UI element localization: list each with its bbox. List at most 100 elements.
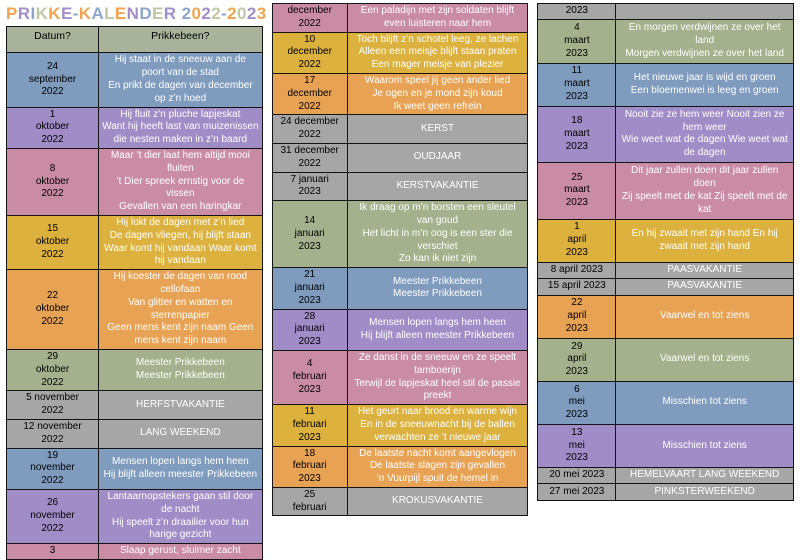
date-cell: 10 december 2022 [271, 31, 348, 74]
calendar-row: 8 april 2023 PAASVAKANTIE [537, 261, 795, 280]
date-cell: 3 [6, 543, 99, 560]
date-cell: 24 december 2022 [271, 114, 348, 144]
calendar-row: 21 januari 2023 Meester Prikkebeen Meeste… [271, 267, 529, 310]
calendar-row: 18 maart 2023 Nooit zie ze hem weer Nooit… [537, 105, 795, 164]
date-cell: 11 maart 2023 [537, 62, 617, 107]
calendar-row: 1 april 2023 En hij zwaait met zijn hand … [537, 218, 795, 263]
content-cell: PINKSTERWEEKEND [615, 483, 795, 501]
content-cell: Slaap gerust, sluimer zacht [98, 543, 263, 560]
content-cell: Misschien tot ziens [615, 423, 795, 469]
title-letter: 2 [227, 4, 237, 23]
calendar-table-right: 2023 4 maart 2023 En morgen verdwijnen ze … [537, 2, 795, 501]
calendar-row: 24 december 2022 KERST [271, 114, 529, 144]
content-cell: Hij fluit z’n pluche lapjeskat Want hij … [98, 106, 263, 150]
date-cell: 12 november 2022 [6, 418, 99, 449]
date-cell: 17 december 2022 [271, 72, 348, 116]
content-cell: De laatste nacht komt aangevlogen De laa… [346, 445, 529, 488]
content-cell: OUDJAAR [346, 142, 529, 173]
content-cell: Het nieuwe jaar is wijd en groen Een blo… [615, 62, 795, 107]
calendar-row: 25 februari KROKUSVAKANTIE [271, 486, 529, 517]
title-letter: I [30, 4, 36, 23]
calendar-row: 29 april 2023 Vaarwel en tot ziens [537, 337, 795, 382]
calendar-row: 15 april 2023 PAASVAKANTIE [537, 278, 795, 296]
calendar-column-3: 2023 4 maart 2023 En morgen verdwijnen ze … [537, 2, 795, 501]
content-cell: Misschien tot ziens [615, 380, 795, 425]
calendar-row: 14 januari 2023 Ik draag op m’n borsten e… [271, 200, 529, 269]
date-column-header: Datum? [6, 25, 99, 54]
content-cell: Ze danst in de sneeuw en ze speelt tambo… [346, 349, 529, 406]
content-cell: LANG WEEKEND [98, 418, 263, 449]
calendar-table-left: Datum? Prikkebeen? 24 september 2022 Hij st… [6, 25, 263, 560]
calendar-table-right-wrap: 2023 4 maart 2023 En morgen verdwijnen ze … [537, 2, 795, 501]
calendar-table-middle: december 2022 Een paladijn met zijn solda… [271, 3, 529, 517]
date-cell: 13 mei 2023 [537, 423, 617, 469]
date-cell: 1 april 2023 [537, 218, 617, 263]
content-cell [615, 2, 795, 21]
date-cell: 15 oktober 2022 [6, 214, 99, 271]
date-cell: 1 oktober 2022 [6, 106, 99, 150]
content-cell: KROKUSVAKANTIE [346, 486, 529, 517]
date-cell: 15 april 2023 [537, 278, 617, 296]
title-letter: N [126, 4, 140, 23]
calendar-row: 2023 [537, 2, 795, 21]
calendar-row: 27 mei 2023 PINKSTERWEEKEND [537, 483, 795, 501]
content-cell: Toch blijft z’n schotel leeg, ze lachen … [346, 31, 529, 74]
title-letter: R [163, 4, 177, 23]
content-cell: Vaarwel en tot ziens [615, 294, 795, 339]
date-cell: 28 januari 2023 [271, 308, 348, 351]
date-cell: 29 oktober 2022 [6, 348, 99, 392]
calendar-row: 10 december 2022 Toch blijft z’n schotel … [271, 31, 529, 74]
date-cell: 21 januari 2023 [271, 267, 348, 310]
title-letter: K [48, 4, 61, 23]
title-letter: K [35, 4, 49, 23]
title-letter: A [91, 4, 105, 23]
content-cell: Hij staat in de sneeuw aan de poort van … [98, 52, 263, 108]
content-cell: Nooit zie ze hem weer Nooit zien ze hem … [615, 105, 795, 164]
content-cell: Vaarwel en tot ziens [615, 337, 795, 382]
date-cell: 29 april 2023 [537, 337, 617, 382]
calendar-column-1: PRIKKE-KALENDER 2022-2023 Datum? Prikkebe… [6, 3, 266, 560]
calendar-row: 25 maart 2023 Dit jaar zullen doen dit ja… [537, 162, 795, 220]
date-cell: 2023 [537, 2, 617, 21]
calendar-row: 15 oktober 2022 Hij lokt de dagen met z’n… [6, 214, 263, 271]
content-cell: Het geurt naar brood en warme wijn En in… [346, 404, 529, 447]
title-letter: E [152, 4, 164, 23]
content-cell: En hij zwaait met zijn hand En hij zwaai… [615, 218, 795, 263]
content-cell: KERSTVAKANTIE [346, 171, 529, 202]
calendar-row: december 2022 Een paladijn met zijn solda… [271, 3, 529, 33]
calendar-row: 13 mei 2023 Misschien tot ziens [537, 423, 795, 469]
calendar-row: 31 december 2022 OUDJAAR [271, 142, 529, 173]
calendar-row: 18 februari 2023 De laatste nacht komt aa… [271, 445, 529, 488]
date-cell: 26 november 2022 [6, 488, 99, 545]
title-letter: 0 [191, 4, 202, 23]
content-column-header: Prikkebeen? [98, 25, 263, 54]
calendar-row: 17 december 2022 Waarom speel jij geen an… [271, 72, 529, 116]
date-cell: 4 maart 2023 [537, 19, 617, 64]
calendar-row: 8 oktober 2022 Maar ’t dier laat hem alti… [6, 148, 263, 216]
date-cell: 25 maart 2023 [537, 162, 617, 220]
content-cell: Dit jaar zullen doen dit jaar zullen doe… [615, 162, 795, 220]
content-cell: Meester Prikkebeen Meester Prikkebeen [98, 348, 263, 392]
date-cell: 8 april 2023 [537, 261, 617, 280]
calendar-table-left-wrap: Datum? Prikkebeen? 24 september 2022 Hij st… [6, 25, 263, 560]
calendar-row: 26 november 2022 Lantaarnopstekers gaan s… [6, 488, 263, 545]
date-cell: 19 november 2022 [6, 447, 99, 490]
calendar-table-middle-wrap: december 2022 Een paladijn met zijn solda… [271, 3, 529, 517]
date-cell: 22 april 2023 [537, 294, 617, 339]
calendar-row: 22 april 2023 Vaarwel en tot ziens [537, 294, 795, 339]
calendar-row: 4 februari 2023 Ze danst in de sneeuw en … [271, 349, 529, 406]
date-cell: 6 mei 2023 [537, 380, 617, 425]
content-cell: Maar ’t dier laat hem altijd mooi fluite… [98, 148, 263, 216]
date-cell: 4 februari 2023 [271, 349, 348, 406]
title-letter: 2 [181, 4, 192, 23]
content-cell: Ik draag op m’n borsten een sleutel van … [346, 200, 529, 269]
title-letter: P [6, 4, 18, 23]
calendar-row: 6 mei 2023 Misschien tot ziens [537, 380, 795, 425]
date-cell: 18 maart 2023 [537, 105, 617, 164]
calendar-column-2: december 2022 Een paladijn met zijn solda… [271, 3, 529, 517]
date-cell: 20 mei 2023 [537, 466, 617, 485]
header-row: Datum? Prikkebeen? [6, 25, 263, 54]
content-cell: Hij lokt de dagen met z’n lied De dagen … [98, 214, 263, 271]
content-cell: Hij koester de dagen van rood cellofaan … [98, 269, 263, 350]
date-cell: 18 februari 2023 [271, 445, 348, 488]
